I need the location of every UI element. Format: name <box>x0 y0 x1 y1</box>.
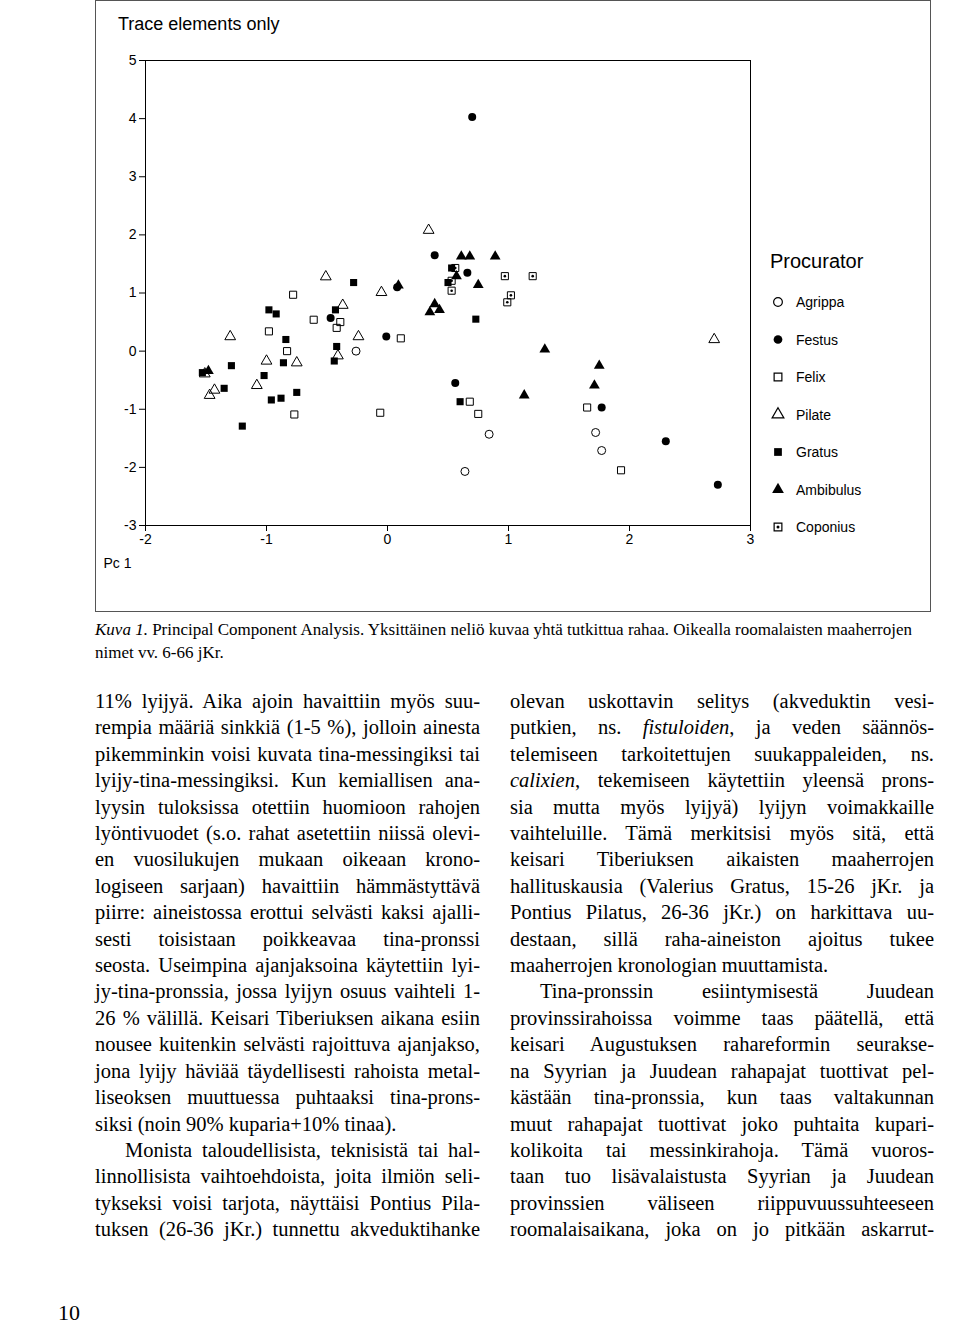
html-text:sia mutta myös lyijyä) lyijyn: sia mutta myös lyijyä) lyijyn voimakkail… <box>510 795 934 818</box>
html-text:destaan, sillä raha-aineiston: destaan, sillä raha-aineiston ajoitus tu… <box>510 927 934 950</box>
html-text:keisari Tiberiuksen aikaisten: keisari Tiberiuksen aikaisten maaherroje… <box>510 848 934 871</box>
html-text:seosta. Useimpina ajanjaksoina: seosta. Useimpina ajanjaksoina käytettii… <box>95 954 480 977</box>
html-text:vaihteluille. Tämä merkitsisi: vaihteluille. Tämä merkitsisi myös sitä,… <box>510 822 934 844</box>
html-text:lyysin tuloksissa otettiin huo: lyysin tuloksissa otettiin huomioon raho… <box>95 795 480 818</box>
svg-text:-2: -2 <box>124 459 137 475</box>
svg-text:4: 4 <box>129 110 137 126</box>
html-text:linnollisista vaihtoehdoista,: linnollisista vaihtoehdoista, joita ilmi… <box>95 1165 480 1188</box>
svg-text:Agrippa: Agrippa <box>796 294 844 310</box>
svg-text:Festus: Festus <box>796 332 838 348</box>
html-text:pikemminkin voisi kuvata tina-: pikemminkin voisi kuvata tina-messingiks… <box>95 742 480 765</box>
html-text:10: 10 <box>58 1300 80 1325</box>
svg-text:0: 0 <box>384 531 392 547</box>
html-text:Kuva 1. Principal Component An: Kuva 1. Principal Component Analysis. Yk… <box>95 620 913 662</box>
html-text:tykseksi voisi tarjota, näyttä: tykseksi voisi tarjota, näyttäisi Pontiu… <box>95 1191 480 1214</box>
html-text:keisari Augustuksen rahareform: keisari Augustuksen rahareformin seuraks… <box>510 1033 934 1056</box>
html-text:provinssirahoissa voimme taas: provinssirahoissa voimme taas päätellä, … <box>510 1006 934 1029</box>
html-text:na Syyrian ja Juudean rahapaja: na Syyrian ja Juudean rahapajat tuottiva… <box>510 1059 934 1082</box>
html-text:telemiseen tarkoitettujen suuk: telemiseen tarkoitettujen suukappaleiden… <box>510 742 934 765</box>
svg-text:Pilate: Pilate <box>796 407 831 423</box>
html-text:siksi (noin 90% kuparia+10% ti: siksi (noin 90% kuparia+10% tinaa). <box>95 1112 397 1135</box>
svg-text:-2: -2 <box>139 531 152 547</box>
html-text:hallituskausia (Valerius Gratu: hallituskausia (Valerius Gratus, 15-26 j… <box>510 874 934 897</box>
svg-text:Felix: Felix <box>796 369 826 385</box>
svg-text:3: 3 <box>129 168 137 184</box>
html-text:Tina-pronssin esiintymisestä J: Tina-pronssin esiintymisestä Juudean <box>540 980 934 1003</box>
html-text:maaherrojen kronologian muutta: maaherrojen kronologian muuttamista. <box>510 954 829 977</box>
html-text:kästään tina-pronssia, kun taa: kästään tina-pronssia, kun taas valtakun… <box>510 1086 934 1109</box>
svg-text:Ambibulus: Ambibulus <box>796 482 861 498</box>
html-text:lyöntivuodet (s.o. rahat asete: lyöntivuodet (s.o. rahat asetettiin niis… <box>95 822 480 844</box>
html-text:provinssien väliseen riippuvuu: provinssien väliseen riippuvuussuhteesee… <box>510 1191 934 1214</box>
svg-text:1: 1 <box>129 284 137 300</box>
html-text:tuksen (26-36 jKr.) tunnettu a: tuksen (26-36 jKr.) tunnettu akveduktiha… <box>95 1218 480 1241</box>
html-text:piirre: aineistossa erottui se: piirre: aineistossa erottui selvästi kak… <box>95 901 480 924</box>
html-text:sesti toisistaan poikkeavaa ti: sesti toisistaan poikkeavaa tina-pronssi <box>95 927 480 950</box>
html-text:jona lyijy häviää täydellisest: jona lyijy häviää täydellisesti rahoista… <box>95 1059 480 1082</box>
html-text:jy-tina-pronssia, jossa lyijyn: jy-tina-pronssia, jossa lyijyn osuus vai… <box>95 980 480 1003</box>
html-text:26 % välillä. Keisari Tiberiuk: 26 % välillä. Keisari Tiberiuksen aikana… <box>95 1006 480 1029</box>
html-text:en vuosilukujen mukaan oikeaan: en vuosilukujen mukaan oikeaan krono- <box>95 848 480 871</box>
svg-text:Gratus: Gratus <box>796 444 838 460</box>
html-text:liseoksen muuttuessa puhtaaksi: liseoksen muuttuessa puhtaaksi tina-pron… <box>95 1086 480 1109</box>
html-text:logiseen sarjaan) havaittiin h: logiseen sarjaan) havaittiin hämmästyttä… <box>95 874 480 897</box>
html-text:Pontius Pilatus, 26-36 jKr.) o: Pontius Pilatus, 26-36 jKr.) on harkitta… <box>510 901 934 924</box>
html-text:11% lyijyä. Aika ajoin havaitt: 11% lyijyä. Aika ajoin havaittiin myös s… <box>95 690 480 712</box>
html-text:taan tuo lisävalaistusta Syyri: taan tuo lisävalaistusta Syyrian ja Juud… <box>510 1165 934 1188</box>
html-text:putkien, ns. fistuloiden, ja v: putkien, ns. fistuloiden, ja veden säänn… <box>510 716 934 739</box>
svg-text:Coponius: Coponius <box>796 519 855 535</box>
html-text:muut rahapajat tuottivat joko: muut rahapajat tuottivat joko puhtaita k… <box>510 1112 934 1135</box>
svg-text:Procurator: Procurator <box>770 250 864 272</box>
svg-text:2: 2 <box>626 531 634 547</box>
html-text:nousee kuitenkin selvästi rajo: nousee kuitenkin selvästi rajoittuva aja… <box>95 1033 480 1056</box>
svg-text:2: 2 <box>129 226 137 242</box>
svg-text:Pc 1: Pc 1 <box>104 555 132 571</box>
svg-text:-3: -3 <box>124 517 137 533</box>
html-text:Trace elements only: Trace elements only <box>118 14 280 34</box>
html-text:roomalaisaikana, joka on jo pi: roomalaisaikana, joka on jo pitkään aska… <box>510 1218 934 1241</box>
svg-text:-1: -1 <box>260 531 273 547</box>
svg-text:5: 5 <box>129 52 137 68</box>
html-text:rempia määriä sinkkiä (1-5 %),: rempia määriä sinkkiä (1-5 %), jolloin a… <box>95 716 480 739</box>
html-text:kolikoita tai messinkirahoja.: kolikoita tai messinkirahoja. Tämä vuoro… <box>510 1138 934 1161</box>
svg-text:-1: -1 <box>124 401 137 417</box>
svg-text:3: 3 <box>747 531 755 547</box>
html-text:lyijy-tina-messingiksi. Kun ke: lyijy-tina-messingiksi. Kun kemiallisen … <box>95 769 480 792</box>
html-text:Monista taloudellisista, tekni: Monista taloudellisista, teknisistä tai … <box>125 1138 480 1161</box>
svg-text:0: 0 <box>129 343 137 359</box>
svg-text:1: 1 <box>505 531 513 547</box>
html-text:calixien, tekemiseen käytettii: calixien, tekemiseen käytettiin yleensä … <box>510 769 934 792</box>
html-text:olevan uskottavin selitys (akv: olevan uskottavin selitys (akveduktin ve… <box>510 690 934 712</box>
